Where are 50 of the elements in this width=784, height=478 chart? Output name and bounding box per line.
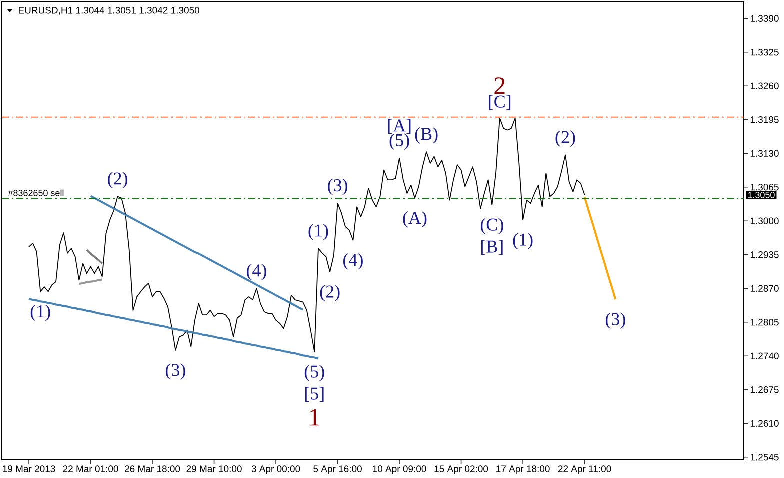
annotation: (3) <box>606 312 626 330</box>
annotation: (C) <box>480 218 504 235</box>
x-tick-label: 19 Mar 2013 <box>3 466 56 472</box>
annotation: (1) <box>308 224 328 240</box>
x-tick-label: 22 Mar 01:00 <box>63 466 118 472</box>
annotation: [A] <box>388 119 411 134</box>
annotation: (B) <box>415 128 438 144</box>
annotation: 2 <box>494 78 505 94</box>
y-tick-label: 1.3130 <box>750 150 779 157</box>
annotation: (1) <box>30 304 50 322</box>
annotation: [B] <box>482 240 503 256</box>
chart-title: EURUSD,H1 1.3044 1.3051 1.3042 1.3050 <box>18 7 200 15</box>
y-tick-label: 1.3000 <box>750 218 779 224</box>
y-tick-label: 1.2935 <box>750 252 779 258</box>
x-tick-label: 22 Apr 11:00 <box>558 466 612 474</box>
y-tick-label: 1.2740 <box>750 352 779 360</box>
annotation: [5] <box>305 387 324 402</box>
x-tick-label: 26 Mar 18:00 <box>125 466 180 472</box>
x-tick-label: 5 Apr 16:00 <box>314 466 362 474</box>
annotation: (4) <box>344 254 363 270</box>
annotation: (A) <box>403 211 427 228</box>
y-tick-label: 1.2610 <box>750 420 779 427</box>
ref-line-label: #8362650 sell <box>8 190 64 196</box>
annotation: (2) <box>320 285 340 302</box>
y-tick-label: 1.3065 <box>750 184 779 191</box>
annotation: (2) <box>556 130 576 147</box>
x-tick-label: 15 Apr 02:00 <box>434 466 488 474</box>
annotation: (1) <box>513 233 533 250</box>
y-tick-label: 1.3390 <box>750 15 779 22</box>
y-tick-label: 1.3195 <box>750 116 779 124</box>
y-tick-label: 1.2675 <box>750 386 779 394</box>
annotation: (2) <box>108 172 128 189</box>
annotation: (3) <box>328 178 348 196</box>
annotation: (4) <box>247 264 266 280</box>
annotation: (5) <box>304 365 324 382</box>
annotation: [C] <box>489 95 511 110</box>
x-tick-label: 3 Apr 00:00 <box>252 466 300 474</box>
text: 1.3050 <box>748 192 775 198</box>
y-tick-label: 1.2545 <box>750 454 779 461</box>
line-series <box>86 249 104 265</box>
x-tick-label: 29 Mar 10:00 <box>186 466 242 472</box>
annotation: 1 <box>310 409 320 426</box>
y-tick-label: 1.2805 <box>750 319 779 326</box>
y-tick-label: 1.2870 <box>750 285 779 292</box>
y-tick-label: 1.3260 <box>750 82 779 90</box>
x-tick-label: 17 Apr 18:00 <box>496 466 550 474</box>
annotation: (3) <box>166 364 186 380</box>
y-tick-label: 1.3325 <box>750 49 779 56</box>
annotation: (5) <box>390 134 410 150</box>
x-tick-label: 10 Apr 09:00 <box>373 466 426 474</box>
